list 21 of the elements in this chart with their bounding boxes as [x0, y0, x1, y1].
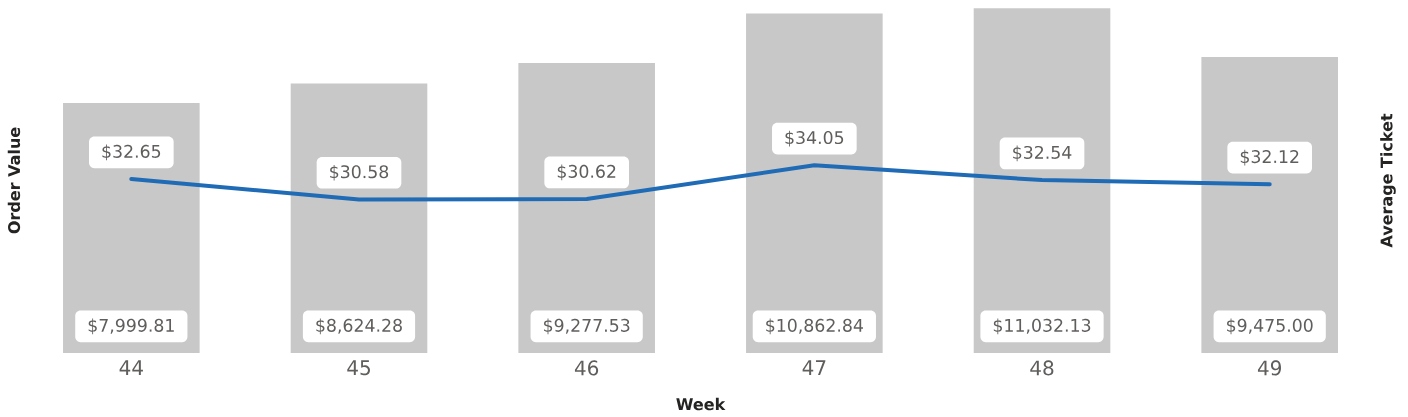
x-axis-title: Week — [676, 397, 726, 411]
x-tick-label: 46 — [574, 360, 599, 376]
data-label: $7,999.81 — [88, 318, 174, 335]
x-tick-label: 49 — [1257, 360, 1281, 376]
data-label: $30.62 — [557, 164, 616, 181]
data-label: $9,277.53 — [544, 318, 630, 335]
x-tick-label: 45 — [347, 360, 370, 376]
y2-axis-title: Average Ticket — [1380, 113, 1396, 248]
data-label: $11,032.13 — [993, 318, 1091, 335]
data-label: $34.05 — [785, 130, 844, 147]
data-label: $10,862.84 — [766, 318, 863, 335]
y-axis-title: Order Value — [7, 127, 21, 234]
data-label: $32.65 — [102, 144, 161, 161]
data-label: $32.12 — [1240, 149, 1299, 166]
x-tick-label: 47 — [802, 360, 826, 375]
data-label: $32.54 — [1013, 145, 1072, 162]
x-tick-label: 44 — [119, 360, 143, 375]
data-label: $8,624.28 — [316, 318, 402, 335]
data-label: $9,475.00 — [1227, 318, 1313, 335]
data-label: $30.58 — [330, 164, 389, 181]
x-tick-label: 48 — [1030, 360, 1054, 376]
